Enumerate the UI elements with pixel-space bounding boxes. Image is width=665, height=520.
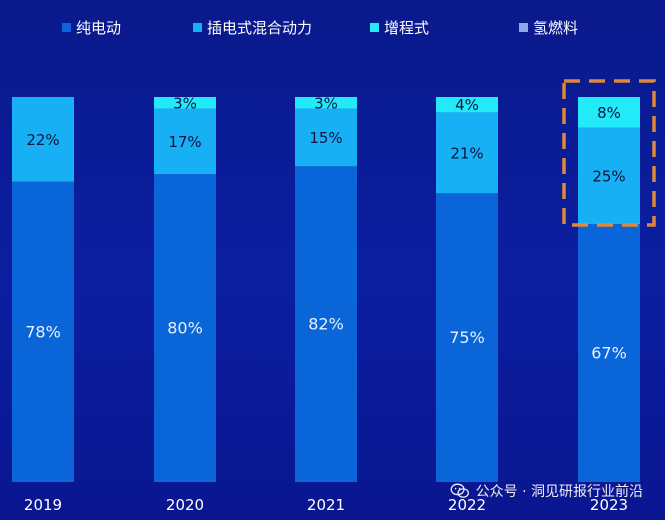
- bar-2021-series-2: [295, 97, 357, 109]
- bar-2022-series-1: [436, 112, 498, 194]
- bar-2021-series-1: [295, 108, 357, 167]
- watermark-text: 公众号 · 洞见研报行业前沿: [475, 484, 643, 500]
- x-tick-2020: 2020: [166, 496, 204, 514]
- bar-2020-series-0: [154, 174, 216, 482]
- data-label-2022-series-0: 75%: [449, 328, 485, 347]
- bar-2022-series-0: [436, 193, 498, 482]
- data-label-2022-series-1: 21%: [450, 144, 483, 162]
- data-label-2023-series-0: 67%: [591, 344, 627, 363]
- data-label-2022-series-2: 4%: [455, 96, 479, 114]
- legend-label-1: 插电式混合动力: [207, 19, 312, 37]
- legend-label-2: 增程式: [384, 19, 429, 37]
- bar-2021-series-0: [295, 166, 357, 483]
- bar-2023-series-0: [578, 224, 640, 483]
- data-label-2023-series-2: 8%: [597, 104, 621, 122]
- data-label-2020-series-2: 3%: [173, 94, 197, 112]
- legend-label-3: 氢燃料: [533, 19, 578, 37]
- data-label-2023-series-1: 25%: [592, 167, 625, 185]
- wechat-icon: [450, 483, 469, 498]
- x-tick-2022: 2022: [448, 496, 486, 514]
- data-label-2019-series-1: 22%: [26, 131, 59, 149]
- bar-2020-series-1: [154, 108, 216, 174]
- bar-2022-series-2: [436, 97, 498, 113]
- bar-2023-series-1: [578, 127, 640, 225]
- bar-2020-series-2: [154, 97, 216, 109]
- x-axis-labels: 2019 2020 2021 2022 2023: [24, 496, 628, 514]
- x-tick-2023: 2023: [590, 496, 628, 514]
- legend-label-0: 纯电动: [76, 19, 121, 37]
- data-label-2021-series-2: 3%: [314, 94, 338, 112]
- bars: [12, 97, 640, 483]
- data-label-2021-series-1: 15%: [309, 129, 342, 147]
- data-labels: 78% 22% 80% 17% 3% 82% 15% 3% 75% 21% 4% 67% 25% 8%: [25, 94, 627, 362]
- data-label-2021-series-0: 82%: [308, 315, 344, 334]
- legend-swatch-0: [62, 23, 71, 32]
- legend-swatch-1: [193, 23, 202, 32]
- watermark: 公众号 · 洞见研报行业前沿: [450, 481, 643, 501]
- bar-2019-series-0: [12, 181, 74, 482]
- bar-2019-series-1: [12, 97, 74, 182]
- x-tick-2019: 2019: [24, 496, 62, 514]
- highlight-box-2023: [562, 79, 656, 227]
- bar-2023-series-2: [578, 97, 640, 128]
- legend-swatch-3: [519, 23, 528, 32]
- x-tick-2021: 2021: [307, 496, 345, 514]
- data-label-2020-series-1: 17%: [168, 133, 201, 151]
- legend: 纯电动 插电式混合动力 增程式 氢燃料: [62, 19, 578, 37]
- legend-swatch-2: [370, 23, 379, 32]
- data-label-2019-series-0: 78%: [25, 322, 61, 341]
- data-label-2020-series-0: 80%: [167, 319, 203, 338]
